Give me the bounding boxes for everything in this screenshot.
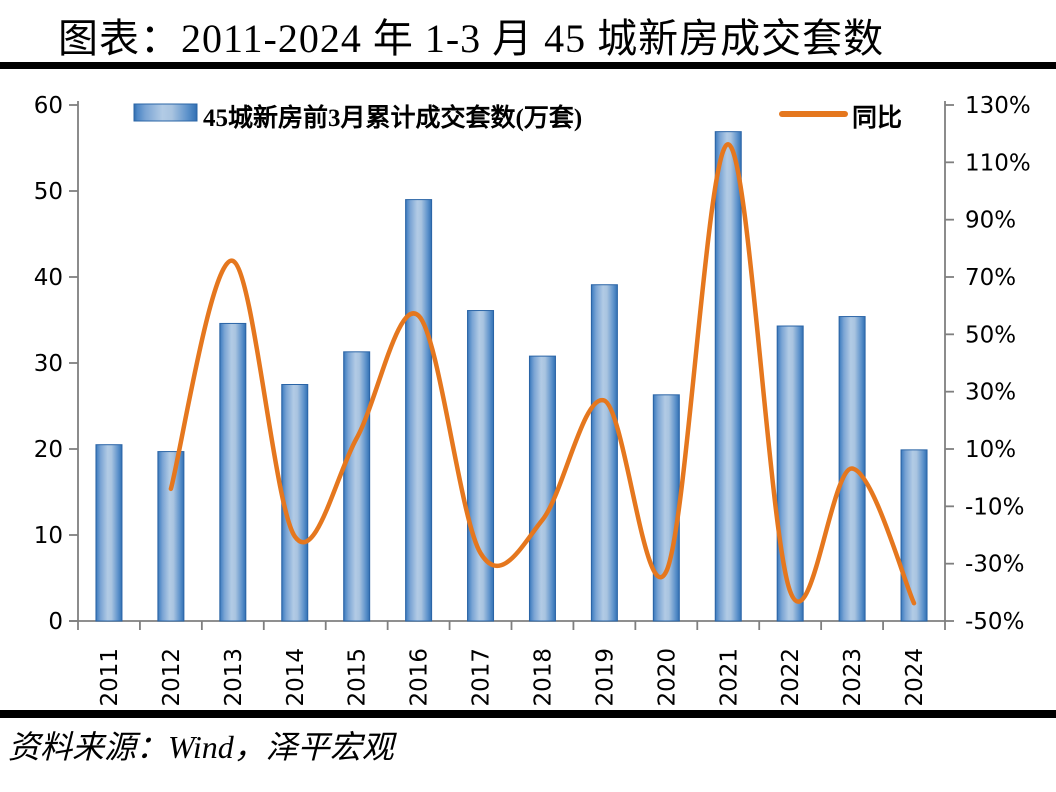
x-category-label-2016: 2016 xyxy=(407,648,433,707)
bar-2013 xyxy=(219,322,247,622)
footer-divider-rule xyxy=(0,710,1056,718)
y-right-tick-label: 50% xyxy=(965,322,1016,348)
legend-bar-label: 45城新房前3月累计成交套数(万套) xyxy=(203,103,582,132)
chart-legend: 45城新房前3月累计成交套数(万套) 同比 xyxy=(133,103,902,132)
legend-bar-swatch xyxy=(133,103,198,122)
title-divider-rule xyxy=(0,62,1056,69)
y-right-tick-label: -30% xyxy=(965,552,1024,578)
bar-2023 xyxy=(838,316,866,622)
x-category-label-2013: 2013 xyxy=(221,648,247,707)
x-category-label-2014: 2014 xyxy=(283,648,309,707)
bar-series xyxy=(95,131,928,622)
y-right-tick-label: 90% xyxy=(965,208,1016,234)
x-category-label-2017: 2017 xyxy=(469,648,495,707)
y-right-tick-label: 70% xyxy=(965,265,1016,291)
legend-line-label: 同比 xyxy=(852,104,902,132)
y-right-tick-label: -50% xyxy=(965,609,1024,635)
y-left-tick-label: 30 xyxy=(34,351,63,377)
y-right-tick-label: 10% xyxy=(965,437,1016,463)
axis-labels: 60 50 40 30 20 10 0 130% 110% 90% 70% 50% 30% 10% -10%… xyxy=(34,93,1031,707)
bar-2017 xyxy=(467,310,495,622)
bar-2016 xyxy=(405,199,433,622)
y-left-tick-label: 40 xyxy=(34,265,63,291)
bar-2024 xyxy=(900,449,928,622)
bar-2012 xyxy=(157,451,185,622)
x-category-label-2021: 2021 xyxy=(716,648,742,707)
y-left-tick-label: 60 xyxy=(34,93,63,119)
yoy-line xyxy=(168,142,917,606)
bar-2021 xyxy=(714,131,742,622)
x-category-label-2012: 2012 xyxy=(159,648,185,707)
x-category-label-2020: 2020 xyxy=(654,648,680,707)
combo-chart: 60 50 40 30 20 10 0 130% 110% 90% 70% 50% 30% 10% -10%… xyxy=(34,93,1031,707)
x-category-label-2024: 2024 xyxy=(902,648,928,707)
bar-2014 xyxy=(281,384,309,622)
bar-2020 xyxy=(652,394,680,622)
y-left-tick-label: 20 xyxy=(34,437,63,463)
bar-2015 xyxy=(343,351,371,622)
x-category-label-2018: 2018 xyxy=(530,648,556,707)
bar-2019 xyxy=(590,284,618,622)
bar-2022 xyxy=(776,325,804,622)
bar-2018 xyxy=(528,355,556,622)
y-right-tick-label: 110% xyxy=(965,150,1031,176)
x-category-label-2015: 2015 xyxy=(345,648,371,707)
x-category-label-2011: 2011 xyxy=(97,648,123,707)
bar-2011 xyxy=(95,444,123,622)
x-category-label-2023: 2023 xyxy=(840,648,866,707)
y-left-tick-label: 10 xyxy=(34,523,63,549)
x-category-label-2019: 2019 xyxy=(592,648,618,707)
yoy-line-series xyxy=(168,142,917,606)
y-right-tick-label: 30% xyxy=(965,380,1016,406)
y-right-tick-label: 130% xyxy=(965,93,1031,119)
y-left-tick-label: 50 xyxy=(34,179,63,205)
source-note: 资料来源：Wind，泽平宏观 xyxy=(8,729,394,765)
y-right-tick-label: -10% xyxy=(965,494,1024,520)
y-left-tick-label: 0 xyxy=(48,609,63,635)
chart-title: 图表：2011-2024 年 1-3 月 45 城新房成交套数 xyxy=(58,16,885,61)
x-category-label-2022: 2022 xyxy=(778,648,804,707)
